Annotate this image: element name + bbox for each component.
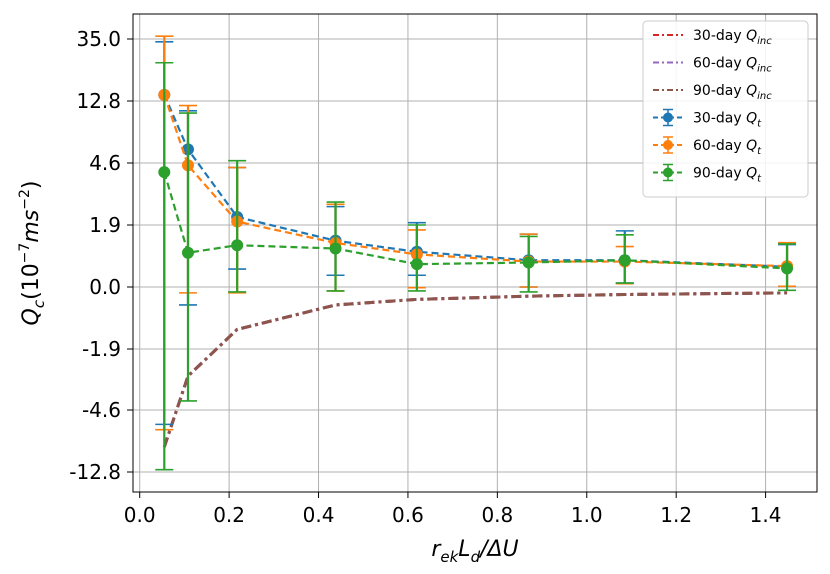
label-part: −2	[17, 189, 33, 210]
label-part: c	[30, 299, 48, 308]
label-part: −7	[17, 243, 33, 264]
legend-label-part: 90-day	[693, 83, 746, 99]
legend-label-part: Q	[746, 28, 757, 44]
label-part: )	[19, 181, 44, 190]
legend-label-part: 60-day	[693, 56, 746, 72]
legend-label: 60-day Qinc	[693, 56, 772, 75]
legend-label: 90-day Qt	[693, 166, 762, 185]
data-point	[231, 239, 244, 252]
legend-label-part: Q	[746, 166, 757, 182]
legend-label-part: 30-day	[693, 111, 746, 127]
x-tick-label: 1.2	[660, 503, 692, 527]
series-line-90-day-q_inc	[162, 291, 788, 448]
series-90-day-q_t	[155, 61, 797, 471]
legend-label: 90-day Qinc	[693, 83, 772, 102]
data-point	[181, 246, 194, 259]
label-part: ms	[19, 210, 44, 243]
x-tick-label: 0.0	[124, 503, 156, 527]
legend-label-part: 60-day	[693, 138, 746, 154]
x-tick-label: 0.2	[213, 503, 245, 527]
y-tick-label: -12.8	[69, 460, 121, 484]
legend-label-part: Q	[746, 138, 757, 154]
label-part: /ΔU	[478, 537, 519, 562]
x-tick-label: 0.6	[392, 503, 424, 527]
data-point	[618, 254, 631, 267]
legend-label: 30-day Qt	[693, 111, 762, 130]
x-tick-label: 1.0	[571, 503, 603, 527]
y-axis-label: Qc(10−7ms−2)	[17, 181, 48, 326]
legend-label: 30-day Qinc	[693, 28, 772, 47]
y-tick-label: 35.0	[76, 27, 121, 51]
legend-label-part: inc	[757, 91, 772, 102]
y-tick-label: 4.6	[89, 151, 121, 175]
data-point	[522, 256, 535, 269]
label-part: ek	[440, 548, 459, 566]
legend-handle-marker	[663, 167, 673, 178]
ticks: 0.0 0.2 0.4 0.6 0.8 1.0 1.2 1.4 35.0 12.8 4.6 1.9 0.…	[69, 27, 781, 527]
label-part: r	[431, 537, 442, 562]
y-tick-label: 1.9	[89, 213, 121, 237]
legend-label-part: Q	[746, 111, 757, 127]
x-tick-label: 1.4	[750, 503, 782, 527]
label-part: L	[458, 537, 470, 562]
y-tick-label: -1.9	[82, 337, 121, 361]
legend-label-part: 30-day	[693, 28, 746, 44]
label-part: Q	[19, 308, 44, 325]
legend-label-part: 90-day	[693, 166, 746, 182]
label-part: (10	[19, 263, 44, 300]
plot-frame	[132, 13, 818, 493]
x-tick-label: 0.8	[481, 503, 513, 527]
legend-handle-marker	[663, 140, 673, 150]
data-point	[158, 166, 171, 179]
legend-label: 60-day Qt	[693, 138, 762, 157]
legend-label-part: inc	[757, 64, 772, 75]
legend-label-part: inc	[757, 36, 772, 47]
legend-label-part: t	[757, 119, 762, 130]
legend-label-part: Q	[746, 83, 757, 99]
data-point	[410, 258, 423, 271]
x-tick-label: 0.4	[303, 503, 335, 527]
x-axis-label: rekLd/ΔU	[431, 537, 518, 566]
series-layer	[155, 35, 797, 471]
legend-label-part: Q	[746, 56, 757, 72]
y-tick-label: 0.0	[89, 275, 121, 299]
legend-label-part: t	[757, 174, 762, 185]
label-part: d	[471, 548, 481, 566]
y-tick-label: -4.6	[82, 398, 121, 422]
series-line	[163, 171, 788, 270]
legend-box	[642, 20, 809, 198]
legend-handle-marker	[663, 112, 673, 123]
data-point	[329, 242, 342, 255]
y-tick-label: 12.8	[76, 89, 121, 113]
legend-label-part: t	[757, 146, 762, 157]
data-point	[781, 262, 794, 275]
